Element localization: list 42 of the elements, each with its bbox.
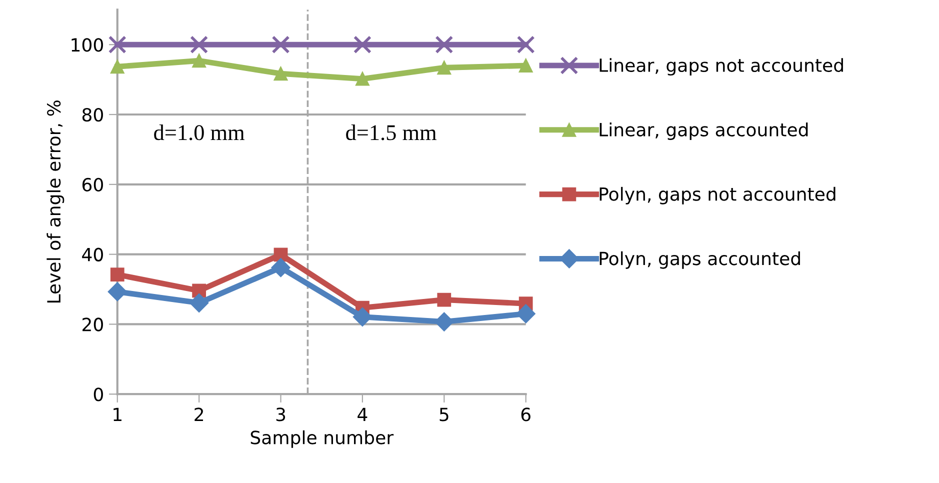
x-tick-label: 1: [114, 408, 122, 422]
y-tick-label: 20: [82, 318, 103, 332]
point: [516, 36, 535, 54]
point: [192, 54, 206, 68]
point: [356, 72, 370, 86]
point: [110, 268, 124, 282]
x-tick-label: 5: [440, 408, 448, 422]
point: [435, 36, 454, 54]
legend-label: Polyn, gaps accounted: [600, 251, 800, 269]
legend-label: Linear, gaps accounted: [600, 122, 808, 140]
point: [434, 312, 454, 332]
point: [108, 36, 126, 54]
x-tick-label: 2: [194, 408, 204, 422]
y-tick-label: 80: [82, 108, 103, 122]
point: [108, 282, 127, 302]
y-tick-label: 40: [82, 248, 103, 262]
annotation: d=1.5 mm: [346, 124, 436, 140]
x-tick-label: 6: [521, 408, 530, 422]
point: [437, 292, 452, 307]
point: [516, 304, 536, 324]
point: [274, 66, 288, 81]
legend-label: Polyn, gaps not accounted: [600, 186, 836, 204]
point: [110, 60, 124, 74]
point: [272, 36, 290, 54]
point: [353, 36, 372, 54]
point: [518, 58, 533, 73]
x-axis-title: Sample number: [250, 430, 394, 448]
x-tick-label: 4: [358, 408, 368, 422]
point: [190, 36, 208, 54]
point: [352, 307, 372, 326]
y-tick-label: 0: [94, 388, 103, 402]
legend-label: Linear, gaps not accounted: [600, 58, 843, 76]
point: [274, 248, 288, 262]
point: [192, 284, 206, 298]
x-tick-label: 3: [276, 408, 286, 422]
y-tick-label: 60: [82, 178, 103, 192]
y-axis-title: Level of angle error, %: [46, 100, 64, 302]
point: [190, 293, 209, 312]
annotation: d=1.0 mm: [154, 124, 244, 140]
y-tick-label: 100: [72, 38, 103, 52]
point: [437, 60, 452, 75]
point: [271, 258, 290, 278]
